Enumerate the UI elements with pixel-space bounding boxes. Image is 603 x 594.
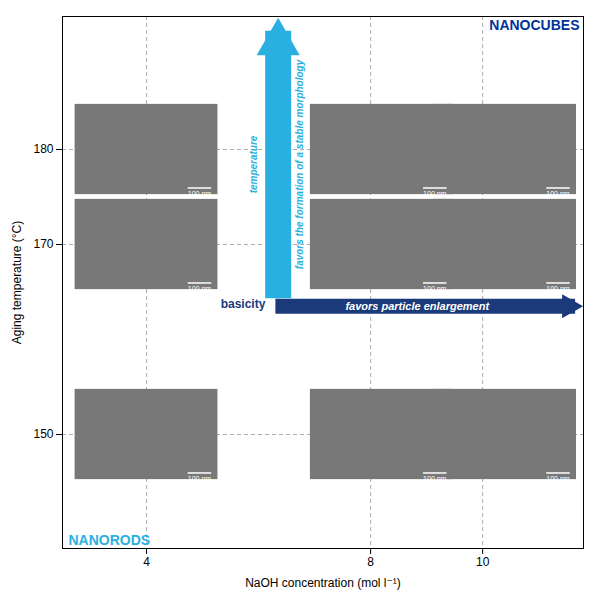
svg-text:temperature: temperature xyxy=(248,135,259,193)
svg-text:180: 180 xyxy=(33,142,53,156)
svg-text:NANORODS: NANORODS xyxy=(69,532,151,548)
svg-text:100 nm: 100 nm xyxy=(423,285,447,292)
svg-text:basicity: basicity xyxy=(221,297,266,311)
svg-text:NaOH concentration (mol l⁻¹): NaOH concentration (mol l⁻¹) xyxy=(245,576,401,590)
svg-text:100 nm: 100 nm xyxy=(546,285,570,292)
svg-text:favors the formation of a stab: favors the formation of a stable morphol… xyxy=(294,59,305,269)
svg-text:100 nm: 100 nm xyxy=(423,190,447,197)
svg-text:8: 8 xyxy=(367,555,374,569)
svg-text:favors particle enlargement: favors particle enlargement xyxy=(345,300,490,312)
svg-text:NANOCUBES: NANOCUBES xyxy=(489,17,579,33)
svg-text:100 nm: 100 nm xyxy=(546,475,570,482)
svg-text:150: 150 xyxy=(33,427,53,441)
svg-text:10: 10 xyxy=(476,555,490,569)
svg-text:100 nm: 100 nm xyxy=(423,475,447,482)
svg-text:100 nm: 100 nm xyxy=(188,475,212,482)
svg-text:4: 4 xyxy=(143,555,150,569)
svg-text:100 nm: 100 nm xyxy=(188,190,212,197)
svg-text:Aging temperature (°C): Aging temperature (°C) xyxy=(10,221,24,345)
svg-text:100 nm: 100 nm xyxy=(546,190,570,197)
svg-text:170: 170 xyxy=(33,237,53,251)
svg-text:100 nm: 100 nm xyxy=(188,285,212,292)
